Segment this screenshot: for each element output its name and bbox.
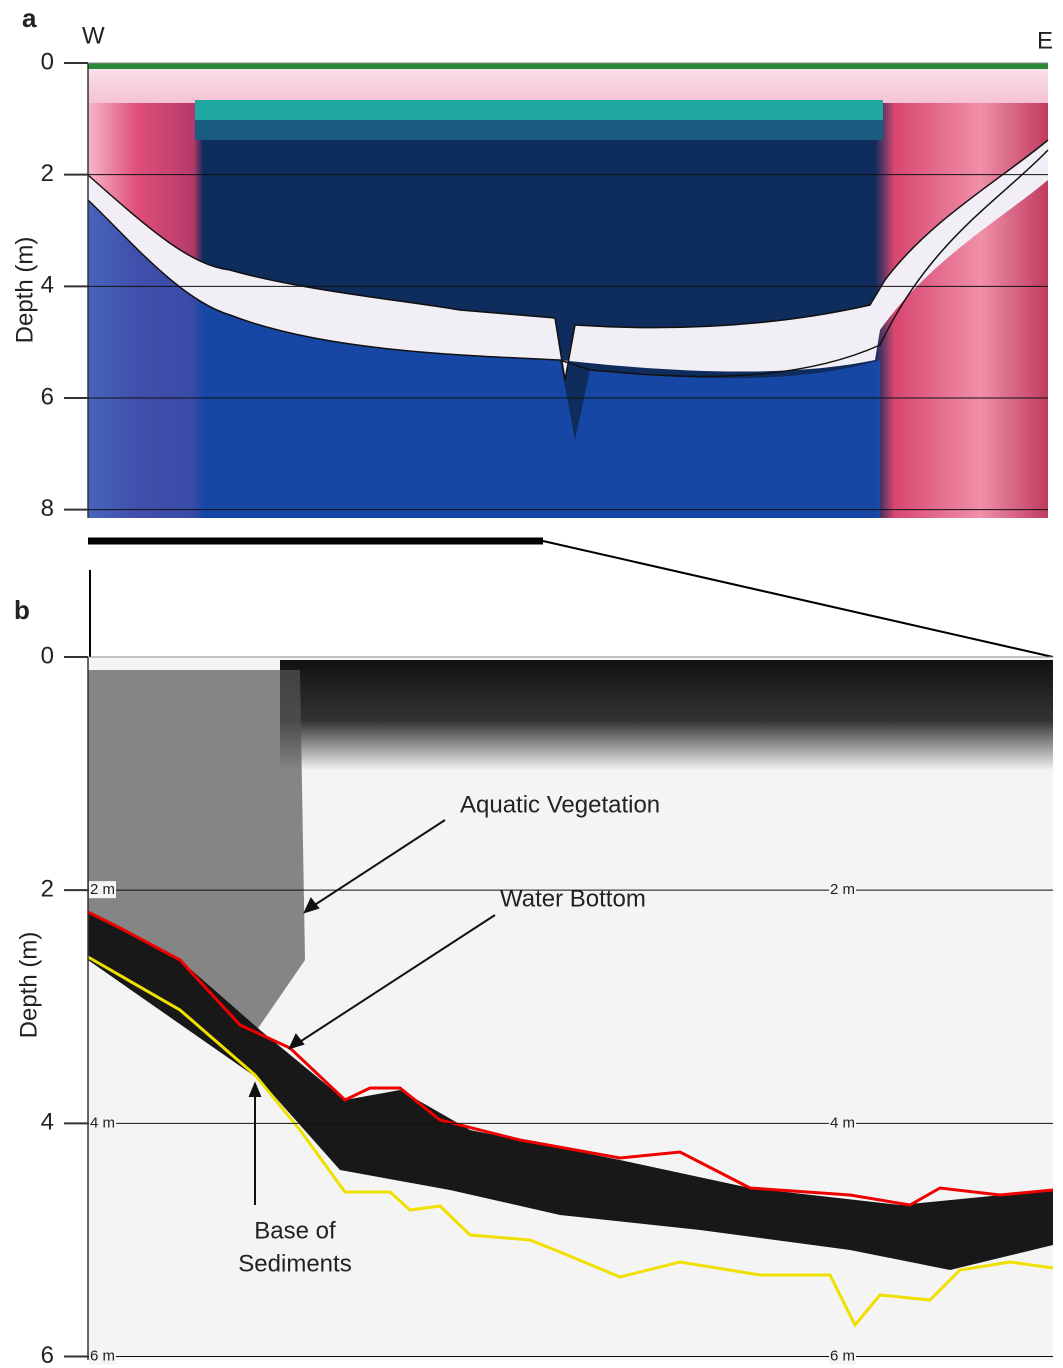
y-tick-label: 2 bbox=[41, 876, 54, 903]
y-tick-label: 0 bbox=[41, 48, 54, 75]
depth-label: 4 m bbox=[90, 1114, 115, 1131]
annotation: Sediments bbox=[238, 1250, 351, 1277]
arrows bbox=[248, 819, 496, 1205]
east-label: E bbox=[1037, 27, 1053, 54]
y-tick-label: 6 bbox=[41, 1342, 54, 1368]
depth-label: 2 m bbox=[830, 881, 855, 898]
annotation: Water Bottom bbox=[500, 885, 646, 912]
y-tick-label: 4 bbox=[41, 272, 54, 299]
depth-label: 6 m bbox=[830, 1347, 855, 1364]
label-bg bbox=[89, 1347, 117, 1365]
y-tick-label: 0 bbox=[41, 642, 54, 669]
label-bg bbox=[89, 881, 117, 899]
depth-label: 4 m bbox=[830, 1114, 855, 1131]
echogram-a bbox=[87, 63, 1049, 518]
label-bg bbox=[829, 1347, 857, 1365]
annotation: Aquatic Vegetation bbox=[460, 791, 660, 818]
label-bg bbox=[829, 1114, 857, 1132]
west-label: W bbox=[82, 22, 105, 49]
depth-label: 6 m bbox=[90, 1347, 115, 1364]
y-tick-label: 4 bbox=[41, 1109, 54, 1136]
panel-label: a bbox=[22, 3, 37, 33]
panel-label: b bbox=[14, 595, 30, 625]
axis-title: Depth (m) bbox=[11, 237, 38, 344]
echogram-b bbox=[87, 657, 1054, 1360]
axis-title: Depth (m) bbox=[15, 932, 42, 1039]
y-tick-label: 8 bbox=[41, 495, 54, 522]
label-bg bbox=[829, 881, 857, 899]
depth-label: 2 m bbox=[90, 881, 115, 898]
y-tick-label: 6 bbox=[41, 383, 54, 410]
label-bg bbox=[89, 1114, 117, 1132]
y-tick-label: 2 bbox=[41, 160, 54, 187]
annotation: Base of bbox=[254, 1217, 336, 1244]
zoom-line bbox=[542, 540, 1054, 658]
